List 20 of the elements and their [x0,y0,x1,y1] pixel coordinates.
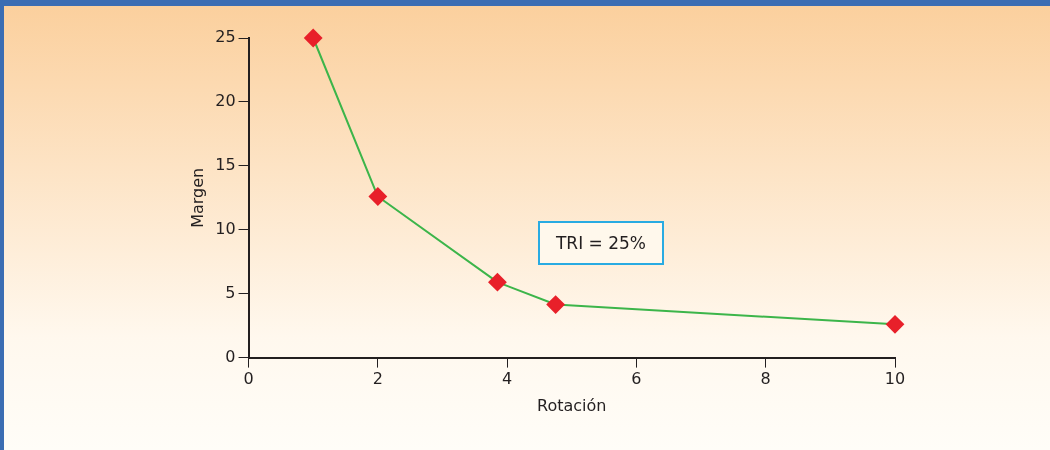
y-tick-label: 15 [215,155,236,174]
point [368,187,387,206]
point [546,295,565,314]
x-tick-label: 10 [884,369,906,389]
annotation: TRI = 25% [538,221,664,265]
y-tick-label: 10 [215,218,236,238]
y-tick-label: 20 [215,91,236,111]
y-tick-label: 25 [215,27,236,47]
x-tick-label: 4 [502,369,513,389]
y-axis-title: Margen [187,167,207,228]
y-tick-label: 0 [225,346,236,366]
point [304,29,323,47]
x-tick-label: 2 [372,369,383,389]
x-tick-label: 8 [760,369,771,389]
point [886,315,904,334]
x-axis-title: Rotación [537,395,607,415]
point [488,273,507,292]
y-tick-label: 5 [225,282,236,302]
x-tick-label: 0 [243,369,254,389]
x-tick-label: 6 [631,369,642,389]
